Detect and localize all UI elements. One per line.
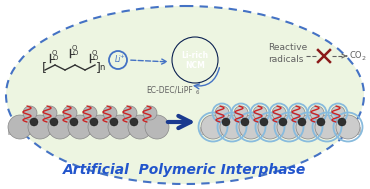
Text: +: + xyxy=(120,54,124,60)
Circle shape xyxy=(215,106,229,120)
Text: 2: 2 xyxy=(361,57,365,61)
Circle shape xyxy=(145,115,169,139)
Circle shape xyxy=(298,118,306,126)
Circle shape xyxy=(220,115,244,139)
Text: EC-DEC/LiPF: EC-DEC/LiPF xyxy=(147,85,194,94)
Text: O: O xyxy=(93,55,98,61)
Circle shape xyxy=(310,106,324,120)
Circle shape xyxy=(28,115,52,139)
Circle shape xyxy=(258,115,282,139)
FancyBboxPatch shape xyxy=(8,127,160,134)
Circle shape xyxy=(68,115,92,139)
Text: radicals: radicals xyxy=(268,56,303,64)
Circle shape xyxy=(201,115,225,139)
Circle shape xyxy=(128,115,152,139)
Circle shape xyxy=(108,115,132,139)
Circle shape xyxy=(130,118,138,126)
Text: ]: ] xyxy=(96,61,101,74)
Circle shape xyxy=(8,115,32,139)
Circle shape xyxy=(253,106,267,120)
FancyBboxPatch shape xyxy=(200,127,360,134)
Circle shape xyxy=(338,118,346,126)
Text: 6: 6 xyxy=(196,91,199,95)
Circle shape xyxy=(222,118,230,126)
Circle shape xyxy=(234,106,248,120)
Circle shape xyxy=(88,115,112,139)
Circle shape xyxy=(103,106,117,120)
Circle shape xyxy=(50,118,58,126)
Circle shape xyxy=(83,106,97,120)
Circle shape xyxy=(23,106,37,120)
Circle shape xyxy=(90,118,98,126)
Circle shape xyxy=(48,115,72,139)
Ellipse shape xyxy=(6,6,364,184)
Circle shape xyxy=(43,106,57,120)
Text: O: O xyxy=(73,50,78,56)
Circle shape xyxy=(239,115,263,139)
Text: Reactive: Reactive xyxy=(268,43,307,53)
Circle shape xyxy=(331,106,345,120)
Circle shape xyxy=(143,106,157,120)
Circle shape xyxy=(315,115,339,139)
Circle shape xyxy=(272,106,286,120)
Circle shape xyxy=(277,115,301,139)
Text: n: n xyxy=(99,63,104,72)
Text: NCM: NCM xyxy=(185,61,205,70)
Circle shape xyxy=(70,118,78,126)
Text: O: O xyxy=(92,50,97,56)
Circle shape xyxy=(30,118,38,126)
Circle shape xyxy=(291,106,305,120)
Text: Li-rich: Li-rich xyxy=(181,51,209,60)
Text: CO: CO xyxy=(349,51,361,60)
Circle shape xyxy=(260,118,268,126)
Circle shape xyxy=(296,115,320,139)
Circle shape xyxy=(241,118,249,126)
Circle shape xyxy=(123,106,137,120)
Circle shape xyxy=(110,118,118,126)
Text: [: [ xyxy=(42,61,47,74)
Text: Li: Li xyxy=(115,56,121,64)
Text: O: O xyxy=(52,50,57,56)
Circle shape xyxy=(63,106,77,120)
Text: Artificial  Polymeric Interphase: Artificial Polymeric Interphase xyxy=(63,163,307,177)
Text: O: O xyxy=(72,45,77,51)
Circle shape xyxy=(317,118,325,126)
Circle shape xyxy=(279,118,287,126)
Text: O: O xyxy=(53,55,58,61)
Circle shape xyxy=(336,115,360,139)
